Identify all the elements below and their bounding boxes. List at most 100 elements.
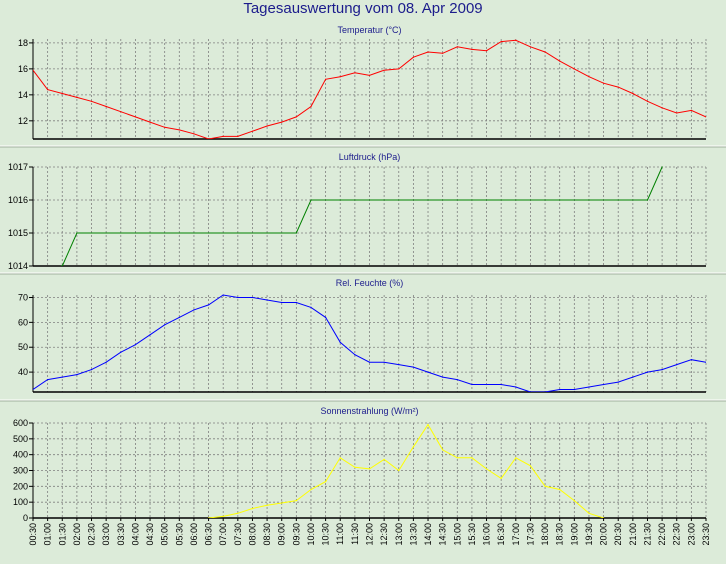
data-point — [442, 52, 444, 54]
data-point — [178, 129, 180, 131]
data-point — [661, 166, 663, 168]
data-point — [412, 446, 414, 448]
y-tick-label: 18 — [18, 38, 28, 48]
x-tick-label: 05:00 — [160, 523, 170, 546]
data-point — [368, 361, 371, 363]
data-point — [208, 304, 210, 306]
data-point — [398, 469, 400, 472]
data-point — [471, 48, 473, 51]
x-tick-label: 06:00 — [189, 523, 199, 546]
x-tick-label: 22:30 — [672, 523, 682, 546]
data-point — [646, 199, 649, 201]
data-point — [559, 388, 561, 391]
x-tick-label: 00:30 — [28, 523, 38, 546]
data-point — [76, 232, 78, 234]
data-point — [295, 500, 297, 502]
data-point — [471, 383, 473, 386]
x-tick-label: 11:30 — [350, 523, 360, 545]
x-tick-label: 09:00 — [277, 523, 287, 546]
y-tick-label: 0 — [23, 513, 28, 523]
x-tick-label: 01:00 — [43, 523, 53, 546]
y-tick-label: 14 — [18, 90, 28, 100]
x-tick-label: 18:00 — [540, 523, 550, 546]
x-tick-label: 04:30 — [145, 523, 155, 546]
data-point — [208, 138, 210, 139]
data-point — [222, 515, 224, 518]
x-tick-label: 04:00 — [130, 523, 140, 546]
data-point — [690, 109, 693, 111]
data-point — [515, 457, 517, 459]
x-tick-label: 22:00 — [657, 523, 667, 546]
data-point — [354, 354, 356, 356]
data-point — [412, 366, 414, 368]
x-tick-label: 13:30 — [408, 523, 418, 546]
x-tick-label: 16:30 — [496, 523, 506, 546]
data-point — [661, 107, 663, 109]
data-point — [529, 465, 532, 467]
data-point — [237, 512, 239, 514]
data-point — [398, 68, 400, 70]
data-point — [500, 477, 502, 479]
data-point — [412, 56, 414, 58]
data-point — [47, 379, 49, 381]
data-point — [442, 449, 444, 451]
x-tick-label: 16:00 — [482, 523, 492, 546]
data-point — [456, 457, 458, 459]
data-point — [251, 130, 254, 132]
data-point — [295, 232, 297, 234]
y-tick-label: 70 — [18, 292, 28, 302]
x-tick-label: 15:00 — [452, 523, 462, 546]
y-tick-label: 100 — [13, 497, 28, 507]
x-tick-label: 01:30 — [57, 523, 67, 546]
data-point — [61, 376, 63, 378]
data-point — [500, 383, 502, 386]
data-point — [295, 301, 297, 304]
data-point — [617, 381, 619, 383]
data-point — [310, 199, 312, 201]
data-point — [120, 351, 122, 353]
data-point — [237, 296, 239, 299]
data-point — [646, 371, 649, 373]
data-point — [676, 112, 678, 114]
data-point — [76, 374, 78, 376]
data-point — [661, 369, 663, 371]
y-tick-label: 1015 — [8, 228, 28, 238]
x-tick-label: 17:30 — [525, 523, 535, 546]
data-point — [617, 86, 619, 88]
data-point — [76, 96, 78, 98]
data-point — [485, 383, 488, 386]
data-point — [61, 265, 63, 266]
data-point — [544, 51, 546, 53]
x-tick-label: 06:30 — [204, 523, 214, 546]
series-line — [208, 423, 604, 518]
data-point — [690, 359, 693, 361]
data-point — [632, 92, 634, 95]
data-point — [705, 361, 706, 363]
data-point — [427, 424, 429, 426]
data-point — [471, 457, 473, 459]
chart-title: Sonnenstrahlung (W/m²) — [320, 406, 418, 416]
data-point — [588, 512, 590, 514]
x-tick-label: 14:00 — [423, 523, 433, 546]
data-point — [354, 72, 356, 74]
data-point — [705, 116, 706, 118]
chart-panel-3: Rel. Feuchte (%) 40 50 60 70 — [18, 278, 707, 393]
x-tick-label: 20:30 — [613, 523, 623, 546]
data-point — [529, 46, 532, 48]
y-tick-label: 50 — [18, 342, 28, 352]
x-tick-label: 02:00 — [72, 523, 82, 546]
x-tick-label: 13:00 — [394, 523, 404, 546]
data-point — [251, 507, 254, 510]
data-point — [134, 116, 136, 118]
data-point — [134, 344, 136, 346]
x-tick-label: 03:30 — [116, 523, 126, 546]
data-point — [47, 89, 49, 91]
data-point — [208, 517, 210, 518]
data-point — [500, 41, 502, 43]
data-point — [354, 466, 356, 468]
y-tick-label: 40 — [18, 367, 28, 377]
x-tick-label: 10:00 — [306, 523, 316, 546]
data-point — [544, 485, 546, 487]
data-point — [281, 301, 283, 304]
x-tick-label: 05:30 — [174, 523, 184, 546]
